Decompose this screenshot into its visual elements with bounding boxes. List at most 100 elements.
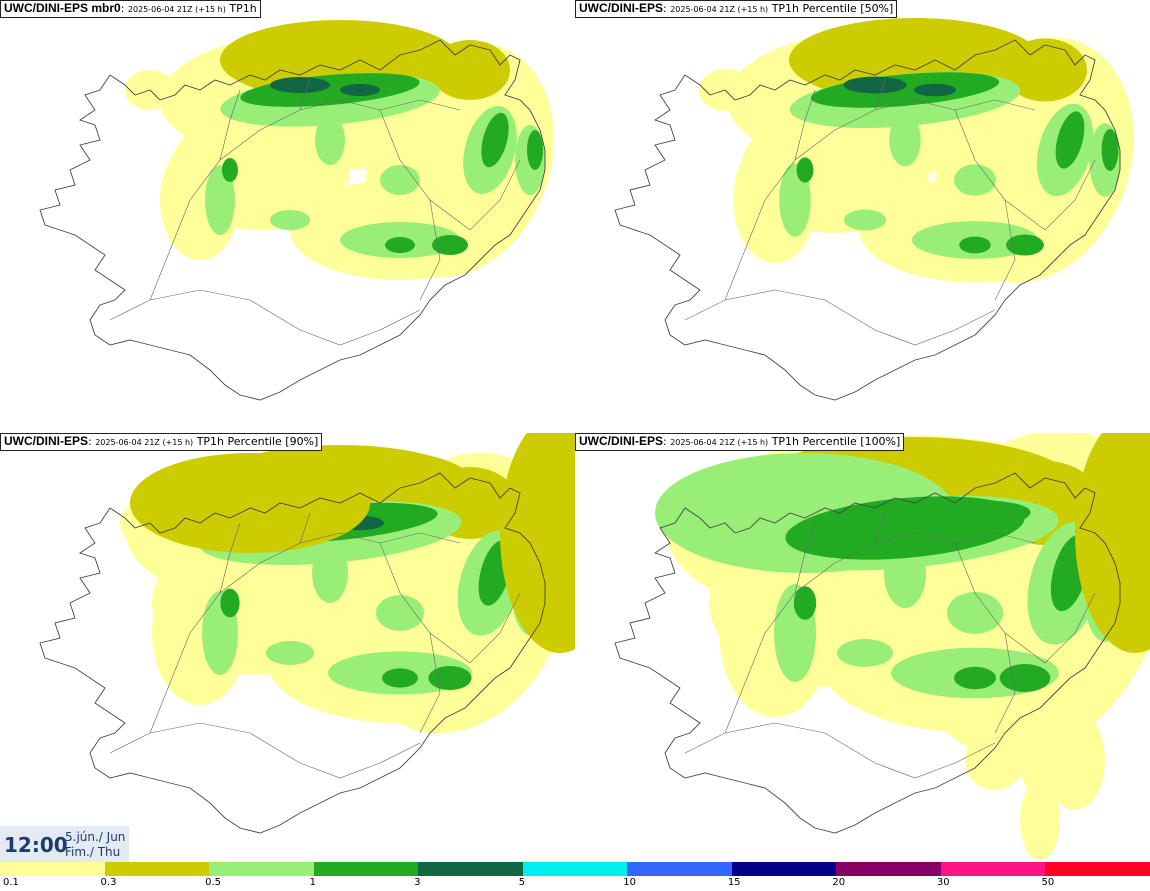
model-name: UWC/DINI-EPS xyxy=(579,434,663,448)
road-line xyxy=(724,99,1036,301)
road-line xyxy=(684,722,996,779)
road-line xyxy=(299,512,311,544)
precip-area xyxy=(1006,234,1044,256)
precip-area xyxy=(1055,111,1085,169)
panel-title: UWC/DINI-EPS: 2025-06-04 21Z (+15 h) TP1… xyxy=(575,0,898,18)
precip-area xyxy=(481,112,509,168)
precip-area xyxy=(270,77,330,93)
precip-area xyxy=(1020,780,1060,860)
panel-title: UWC/DINI-EPS: 2025-06-04 21Z (+15 h) TP1… xyxy=(0,433,323,451)
legend-swatch xyxy=(627,862,732,876)
road-line xyxy=(109,722,421,779)
precip-area xyxy=(785,496,1025,560)
legend-swatch xyxy=(940,862,1046,876)
legend-label: 1 xyxy=(309,877,316,888)
road-line xyxy=(219,89,241,161)
precip-area xyxy=(220,588,240,618)
road-line xyxy=(419,199,441,301)
panel-title: UWC/DINI-EPS mbr0: 2025-06-04 21Z (+15 h… xyxy=(0,0,261,18)
precip-area xyxy=(340,84,380,96)
legend-label: 0.5 xyxy=(205,877,221,888)
precip-area xyxy=(837,639,893,667)
panel-title: UWC/DINI-EPS: 2025-06-04 21Z (+15 h) TP1… xyxy=(575,433,905,451)
map-panel-p90: UWC/DINI-EPS: 2025-06-04 21Z (+15 h) TP1… xyxy=(0,433,575,863)
legend-label: 15 xyxy=(727,877,741,888)
valid-time-box: 12:00 5.jún./ Jun Fim./ Thu xyxy=(0,826,129,862)
legend-swatch xyxy=(1045,862,1150,876)
map-panel-p50: UWC/DINI-EPS: 2025-06-04 21Z (+15 h) TP1… xyxy=(575,0,1150,430)
precip-area xyxy=(527,130,543,170)
road-line xyxy=(109,289,421,346)
precip-area xyxy=(843,76,907,94)
coastline xyxy=(614,472,1121,834)
road-line xyxy=(874,79,886,111)
map-panel-p100: UWC/DINI-EPS: 2025-06-04 21Z (+15 h) TP1… xyxy=(575,433,1150,863)
precip-area xyxy=(380,165,420,195)
run-time: 2025-06-04 21Z (+15 h) xyxy=(95,438,194,447)
run-time: 2025-06-04 21Z (+15 h) xyxy=(670,5,769,14)
precip-map xyxy=(39,433,575,834)
precip-area xyxy=(500,433,575,653)
road-line xyxy=(419,632,441,734)
coastline xyxy=(614,39,1121,401)
precip-area xyxy=(844,209,886,231)
model-name: UWC/DINI-EPS xyxy=(579,1,663,15)
precip-area xyxy=(385,237,415,253)
precip-area xyxy=(130,453,370,553)
valid-time: 12:00 xyxy=(4,833,68,857)
road-line xyxy=(299,79,311,111)
field-name: TP1h Percentile [50%] xyxy=(771,2,894,15)
model-name: UWC/DINI-EPS mbr0 xyxy=(4,1,121,15)
road-line xyxy=(874,512,886,544)
valid-date: 5.jún./ Jun xyxy=(65,830,126,844)
color-legend: 0.1 0.3 0.5 1 3 5 10 15 20 30 50 xyxy=(0,862,1150,891)
precip-area xyxy=(954,666,996,690)
precip-area xyxy=(376,595,424,631)
legend-label: 50 xyxy=(1041,877,1055,888)
model-name: UWC/DINI-EPS xyxy=(4,434,88,448)
legend-label: 10 xyxy=(623,877,636,888)
road-line xyxy=(219,522,241,594)
legend-swatch xyxy=(731,862,837,876)
precip-map xyxy=(39,20,555,401)
precip-area xyxy=(312,543,348,603)
road-line xyxy=(954,109,1096,231)
map-panel-mbr0: UWC/DINI-EPS mbr0: 2025-06-04 21Z (+15 h… xyxy=(0,0,575,430)
precip-area xyxy=(1003,38,1087,102)
precip-area xyxy=(382,668,418,688)
coastline xyxy=(39,39,546,401)
legend-swatch xyxy=(522,862,628,876)
legend-swatch xyxy=(209,862,314,876)
road-line xyxy=(684,289,996,346)
legend-swatch xyxy=(0,862,105,876)
precip-area xyxy=(1045,710,1105,810)
field-name: TP1h Percentile [100%] xyxy=(771,435,901,448)
field-name: TP1h Percentile [90%] xyxy=(196,435,319,448)
precip-area xyxy=(889,113,921,167)
precip-area xyxy=(947,592,1003,634)
road-line xyxy=(794,522,816,594)
precip-area xyxy=(914,83,956,97)
precip-area xyxy=(954,164,996,196)
road-line xyxy=(994,632,1016,734)
legend-label: 0.1 xyxy=(3,877,19,888)
road-line xyxy=(379,109,521,231)
precip-area xyxy=(1075,433,1150,653)
precip-area xyxy=(793,586,817,620)
legend-label: 5 xyxy=(518,877,526,888)
precip-area xyxy=(430,40,510,100)
legend-label: 20 xyxy=(832,877,846,888)
precip-area xyxy=(205,165,235,235)
precip-area xyxy=(266,641,314,665)
legend-label: 3 xyxy=(414,877,421,888)
road-line xyxy=(954,542,1096,664)
legend-swatch xyxy=(836,862,941,876)
run-time: 2025-06-04 21Z (+15 h) xyxy=(127,5,226,14)
precip-area xyxy=(432,235,468,255)
precip-area xyxy=(270,210,310,230)
precip-map xyxy=(614,18,1134,401)
run-time: 2025-06-04 21Z (+15 h) xyxy=(670,438,769,447)
precip-area xyxy=(428,666,472,690)
precip-area xyxy=(999,664,1051,692)
precip-area xyxy=(959,236,991,254)
